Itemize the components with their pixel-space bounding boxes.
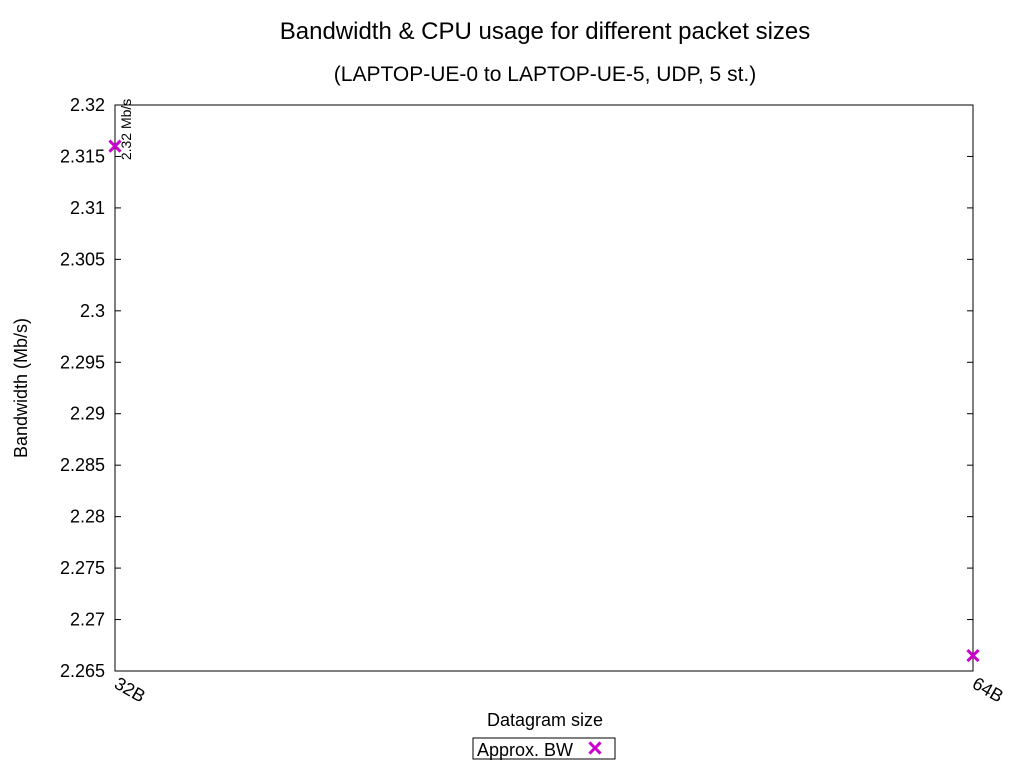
y-axis-label: Bandwidth (Mb/s) [11,318,31,458]
data-points: 2.32 Mb/s [108,99,980,663]
y-tick-label: 2.32 [70,95,105,115]
plot-frame [114,104,974,672]
data-point-64B [966,648,980,663]
y-tick-label: 2.265 [60,661,105,681]
legend-marker-x-glyph [588,741,602,755]
y-tick-label: 2.31 [70,198,105,218]
x-tick-label: 64B [969,673,1007,706]
x-axis: 32B 64B [111,105,1007,706]
y-tick-label: 2.295 [60,352,105,372]
chart-subtitle: (LAPTOP-UE-0 to LAPTOP-UE-5, UDP, 5 st.) [334,63,756,86]
legend-marker-x [588,741,602,755]
y-tick-label: 2.285 [60,455,105,475]
legend: Approx. BW [472,737,616,760]
y-axis: 2.265 2.27 2.275 2.28 2.285 2.29 2.295 2.3 2.305… [60,95,973,681]
y-tick-label: 2.3 [80,301,105,321]
x-tick-label: 32B [111,673,149,706]
x-axis-label: Datagram size [487,710,603,730]
y-tick-label: 2.315 [60,146,105,166]
legend-label: Approx. BW [477,740,573,760]
data-point-32B [108,139,122,153]
y-tick-label: 2.29 [70,404,105,424]
legend-box [472,737,616,760]
y-tick-label: 2.27 [70,610,105,630]
y-tick-label: 2.28 [70,507,105,527]
data-label: 2.32 Mb/s [118,99,134,160]
chart-title: Bandwidth & CPU usage for different pack… [280,18,811,45]
y-tick-label: 2.275 [60,558,105,578]
y-tick-label: 2.305 [60,249,105,269]
